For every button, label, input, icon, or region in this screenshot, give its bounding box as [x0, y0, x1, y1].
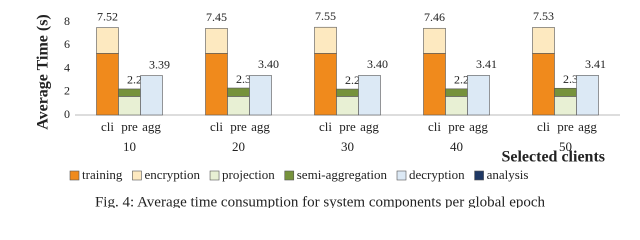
- total-label: 7.55: [315, 9, 336, 23]
- legend-label: encryption: [144, 167, 200, 182]
- y-tick-label: 0: [64, 107, 70, 121]
- total-label: 7.52: [97, 9, 118, 23]
- legend-label: decryption: [409, 167, 465, 182]
- stack-label: pre: [448, 119, 465, 134]
- stack-label: agg: [142, 119, 161, 134]
- bar-segment: [96, 27, 119, 54]
- y-tick-label: 4: [64, 60, 70, 74]
- caption: Fig. 4: Average time consumption for sys…: [95, 194, 546, 208]
- legend-swatch: [69, 170, 80, 181]
- x-tick-label: 10: [123, 139, 136, 154]
- total-label: 3.40: [258, 57, 279, 71]
- x-tick-label: 30: [341, 139, 354, 154]
- total-label: 7.53: [533, 9, 554, 23]
- total-label: 3.41: [476, 57, 497, 71]
- bar-segment: [423, 27, 446, 54]
- x-tick-label: 20: [232, 139, 245, 154]
- total-label: 3.39: [149, 57, 170, 71]
- legend-swatch: [209, 170, 220, 181]
- stack-label: cli: [319, 119, 332, 134]
- stack-label: cli: [210, 119, 223, 134]
- bar-segment: [445, 88, 468, 97]
- bar-segment: [532, 27, 555, 54]
- legend-swatch: [132, 170, 142, 181]
- legend-swatch: [284, 170, 295, 181]
- bar-segment: [118, 96, 141, 116]
- x-axis-label: Selected clients: [501, 149, 605, 166]
- x-tick-label: 50: [559, 139, 572, 154]
- stack-label: pre: [121, 119, 138, 134]
- bar-segment: [227, 87, 250, 97]
- total-label: 3.41: [585, 57, 606, 71]
- bar-segment: [227, 96, 250, 116]
- bar-segment: [554, 96, 577, 116]
- stack-label: agg: [469, 119, 488, 134]
- chart: Average Time (s) Selected clients Fig. 4…: [35, 9, 620, 208]
- legend-label: training: [82, 167, 123, 182]
- y-axis-label: Average Time (s): [35, 14, 52, 130]
- stack-label: agg: [578, 119, 597, 134]
- bar-segment: [576, 75, 599, 116]
- bar-segment: [314, 26, 337, 54]
- bar-segment: [554, 87, 577, 97]
- total-label: 3.40: [367, 57, 388, 71]
- stack-label: cli: [101, 119, 114, 134]
- y-tick-label: 2: [64, 84, 70, 98]
- stack-label: agg: [251, 119, 270, 134]
- total-label: 7.46: [424, 10, 445, 24]
- stack-label: cli: [428, 119, 441, 134]
- bar-segment: [467, 75, 490, 116]
- stack-label: cli: [537, 119, 550, 134]
- bar-segment: [96, 53, 119, 116]
- bar-segment: [358, 75, 381, 116]
- total-label: 7.45: [206, 10, 227, 24]
- bar-segment: [249, 75, 272, 116]
- y-tick-label: 6: [64, 37, 70, 51]
- legend-label: semi-aggregation: [297, 167, 388, 182]
- stack-label: pre: [557, 119, 574, 134]
- bar-segment: [205, 28, 228, 54]
- bar-segment: [532, 53, 555, 116]
- bar-segment: [314, 53, 337, 116]
- bar-segment: [336, 88, 359, 97]
- legend-swatch: [396, 170, 407, 181]
- bar-segment: [118, 88, 141, 97]
- legend-swatch: [474, 170, 484, 181]
- bar-segment: [140, 75, 163, 116]
- bar-segment: [205, 53, 228, 116]
- bar-segment: [445, 96, 468, 116]
- y-tick-label: 8: [64, 14, 70, 28]
- legend-label: analysis: [487, 167, 529, 182]
- bar-segment: [336, 96, 359, 116]
- stack-label: pre: [230, 119, 247, 134]
- bar-segment: [423, 53, 446, 116]
- x-tick-label: 40: [450, 139, 463, 154]
- legend-label: projection: [222, 167, 275, 182]
- stack-label: agg: [360, 119, 379, 134]
- stack-label: pre: [339, 119, 356, 134]
